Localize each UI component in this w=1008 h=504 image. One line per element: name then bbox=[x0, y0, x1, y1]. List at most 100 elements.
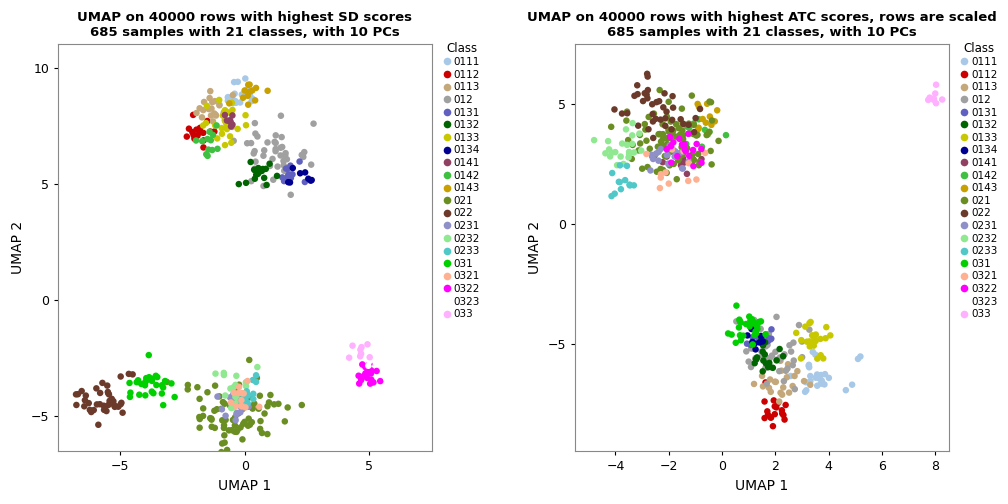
Point bbox=[207, 424, 223, 432]
Point bbox=[607, 190, 623, 198]
Point bbox=[647, 115, 663, 123]
Point bbox=[809, 382, 826, 390]
Point bbox=[634, 165, 650, 173]
Point bbox=[796, 377, 812, 385]
Point bbox=[681, 130, 698, 138]
Point bbox=[631, 146, 647, 154]
Point bbox=[767, 410, 783, 418]
Point bbox=[646, 109, 662, 117]
Point bbox=[620, 136, 636, 144]
Point bbox=[228, 383, 244, 391]
Point bbox=[604, 169, 620, 177]
Point bbox=[702, 98, 718, 106]
Point bbox=[812, 371, 829, 379]
Point bbox=[733, 336, 749, 344]
Point bbox=[194, 113, 210, 121]
Point bbox=[185, 111, 202, 119]
Point bbox=[709, 106, 725, 114]
Point bbox=[280, 178, 296, 186]
Point bbox=[754, 352, 770, 360]
Point bbox=[664, 92, 680, 100]
Point bbox=[113, 399, 129, 407]
Point bbox=[295, 153, 311, 161]
Point bbox=[812, 351, 829, 359]
Point bbox=[351, 371, 367, 380]
Point bbox=[239, 90, 255, 98]
Point bbox=[631, 130, 647, 138]
Point bbox=[763, 413, 779, 421]
Point bbox=[650, 157, 666, 165]
Point bbox=[772, 389, 788, 397]
Point bbox=[360, 340, 376, 348]
Point bbox=[225, 111, 241, 119]
Point bbox=[341, 354, 357, 362]
Point bbox=[928, 81, 944, 89]
Point bbox=[674, 132, 690, 140]
Point bbox=[353, 350, 369, 358]
Point bbox=[775, 353, 791, 361]
Point bbox=[240, 392, 256, 400]
Point bbox=[203, 136, 219, 144]
Point bbox=[694, 159, 710, 167]
Point bbox=[758, 353, 774, 361]
Point bbox=[240, 399, 256, 407]
Point bbox=[660, 160, 676, 168]
Point bbox=[768, 356, 784, 364]
Point bbox=[844, 381, 860, 389]
Point bbox=[744, 325, 760, 333]
Point bbox=[228, 99, 244, 107]
Point bbox=[665, 127, 681, 135]
Point bbox=[199, 102, 215, 110]
Point bbox=[122, 393, 138, 401]
Point bbox=[812, 380, 829, 388]
Point bbox=[661, 142, 677, 150]
Point bbox=[222, 98, 238, 106]
Point bbox=[345, 359, 361, 367]
Point bbox=[675, 147, 691, 155]
Point bbox=[282, 162, 298, 170]
Point bbox=[637, 125, 653, 134]
Point bbox=[614, 140, 630, 148]
Point bbox=[121, 370, 137, 378]
Point bbox=[204, 104, 220, 112]
Point bbox=[912, 91, 928, 99]
Point bbox=[217, 111, 233, 119]
Point bbox=[657, 114, 673, 122]
Point bbox=[279, 155, 295, 163]
Point bbox=[241, 415, 257, 423]
Point bbox=[644, 100, 660, 108]
Point bbox=[359, 374, 375, 382]
Point bbox=[226, 390, 242, 398]
Point bbox=[621, 150, 637, 158]
Point bbox=[763, 326, 779, 334]
Point bbox=[275, 161, 291, 169]
Point bbox=[740, 332, 756, 340]
Point bbox=[217, 392, 233, 400]
Point bbox=[248, 378, 264, 386]
Point bbox=[256, 174, 272, 182]
Point bbox=[821, 374, 837, 382]
Point bbox=[376, 370, 392, 378]
Point bbox=[771, 345, 787, 353]
Point bbox=[925, 96, 941, 104]
X-axis label: UMAP 1: UMAP 1 bbox=[219, 479, 271, 493]
Point bbox=[238, 395, 254, 403]
Point bbox=[704, 160, 720, 168]
Point bbox=[761, 359, 777, 367]
Point bbox=[217, 141, 233, 149]
Point bbox=[785, 339, 801, 347]
Point bbox=[230, 389, 246, 397]
Point bbox=[804, 331, 821, 339]
Y-axis label: UMAP 2: UMAP 2 bbox=[11, 221, 25, 275]
Point bbox=[199, 150, 215, 158]
Point bbox=[192, 413, 208, 421]
Point bbox=[235, 405, 251, 413]
Point bbox=[755, 337, 771, 345]
Point bbox=[247, 96, 263, 104]
Point bbox=[203, 87, 219, 95]
Point bbox=[192, 415, 208, 423]
Point bbox=[659, 151, 675, 159]
Point bbox=[77, 396, 93, 404]
Point bbox=[763, 363, 779, 371]
Point bbox=[748, 355, 764, 363]
